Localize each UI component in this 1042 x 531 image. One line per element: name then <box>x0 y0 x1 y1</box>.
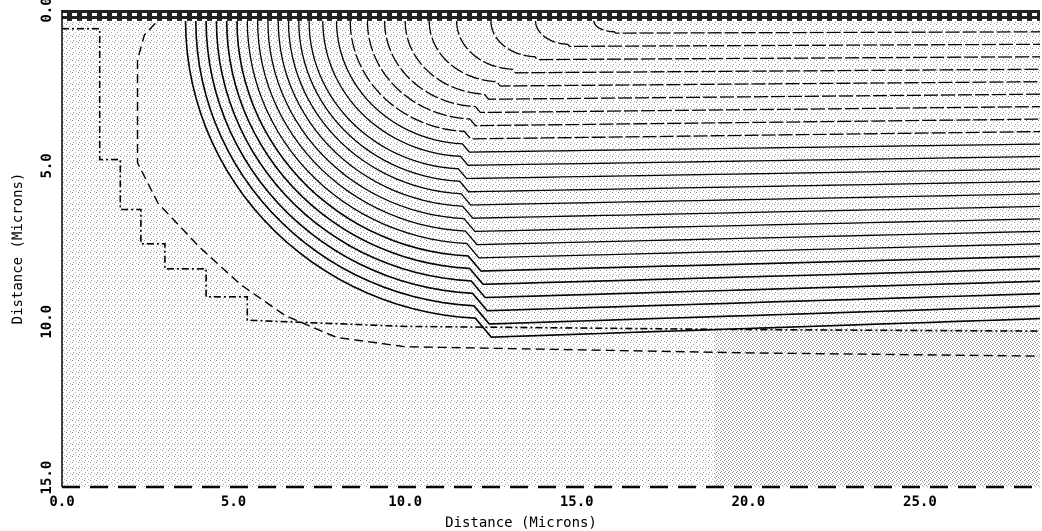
contour-line <box>308 20 1041 180</box>
contour-line <box>335 20 1041 153</box>
x-tick-label: 25.0 <box>903 494 937 510</box>
contour-line <box>298 20 1041 193</box>
contour-line <box>236 20 1041 272</box>
contour-line <box>184 20 1041 339</box>
contour-line <box>593 20 1041 34</box>
contour-line <box>225 20 1041 286</box>
contour-line <box>534 20 1041 48</box>
contour-line <box>267 20 1041 233</box>
y-tick-label: 5.0 <box>39 153 55 178</box>
contour-line <box>322 20 1041 166</box>
contour-line <box>428 20 1041 87</box>
x-tick-label: 10.0 <box>388 494 422 510</box>
surface-band <box>62 10 1040 21</box>
contour-line <box>256 20 1041 246</box>
x-tick-label: 15.0 <box>560 494 594 510</box>
y-tick-label: 0.0 <box>39 0 55 23</box>
x-tick-label: 20.0 <box>731 494 765 510</box>
x-tick-label: 5.0 <box>221 494 246 510</box>
x-tick-labels: 0.0 5.0 10.0 15.0 20.0 25.0 <box>49 494 936 510</box>
plot-background <box>62 10 1040 487</box>
surface-band-fill <box>62 10 1040 21</box>
contour-line <box>383 20 1041 114</box>
contour-line <box>215 20 1041 299</box>
contour-line <box>490 20 1041 61</box>
y-tick-labels: 0.0 5.0 10.0 15.0 <box>39 0 55 494</box>
contour-line <box>277 20 1041 219</box>
axes <box>61 10 1040 489</box>
contour-line <box>205 20 1041 312</box>
y-tick-label: 15.0 <box>39 461 55 495</box>
contour-line <box>246 20 1041 259</box>
contour-line <box>287 20 1041 206</box>
boundary-lines <box>62 12 1041 357</box>
junction-boundary-line <box>62 27 1041 332</box>
contour-line <box>404 20 1041 100</box>
contour-line <box>349 20 1041 140</box>
x-tick-label: 0.0 <box>49 494 74 510</box>
contour-line <box>455 20 1041 74</box>
x-axis-title: Distance (Microns) <box>445 515 597 531</box>
y-tick-label: 10.0 <box>39 305 55 339</box>
contour-line <box>366 20 1041 127</box>
y-axis-title: Distance (Microns) <box>10 173 26 325</box>
contour-line <box>195 20 1041 325</box>
substrate-shading <box>714 331 1040 487</box>
contour-lines <box>184 20 1041 339</box>
